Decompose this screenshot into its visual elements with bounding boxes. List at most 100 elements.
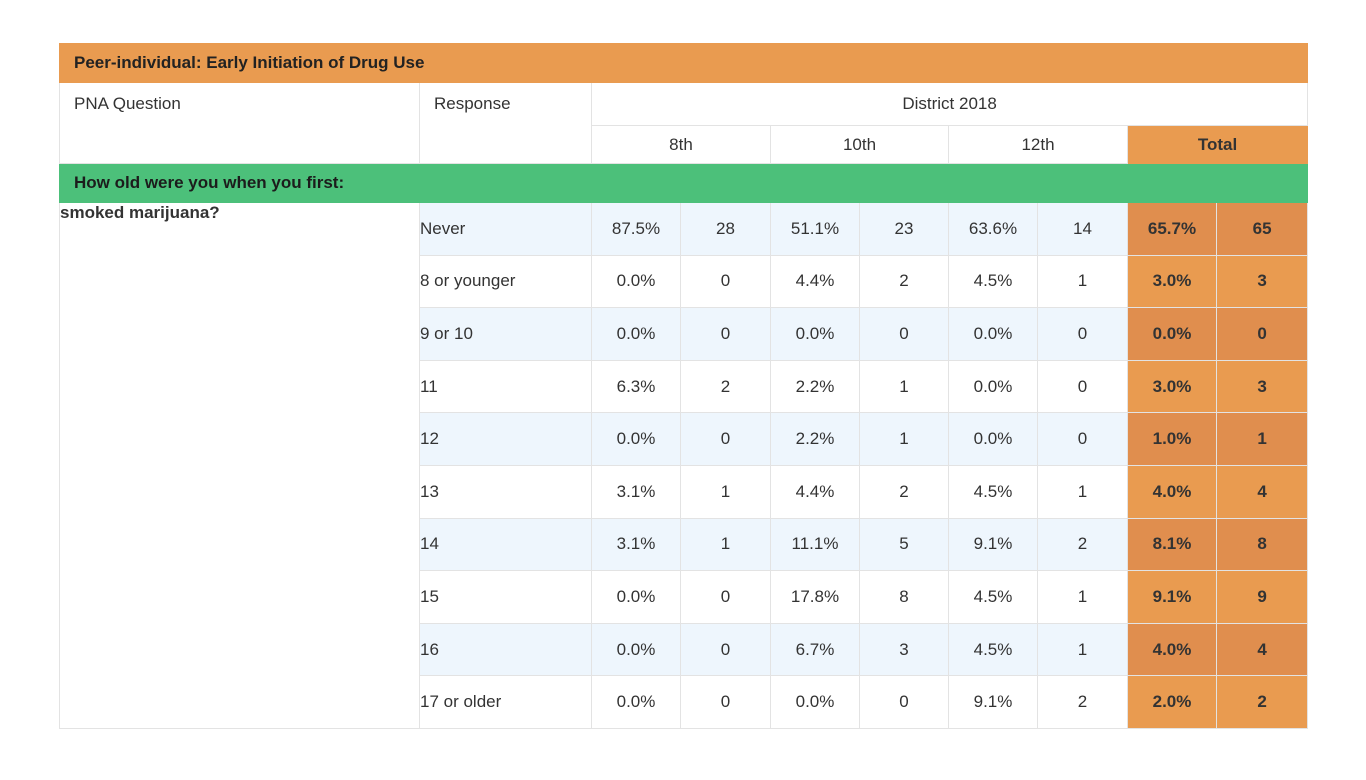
grade-g10-pct-cell: 4.4% <box>770 464 860 519</box>
header-grade-8th: 8th <box>591 125 771 164</box>
grade-g10-pct-cell: 11.1% <box>770 517 860 572</box>
grade-g10-n-cell: 5 <box>859 517 949 572</box>
header-total: Total <box>1126 125 1309 164</box>
grade-g8-pct-cell: 0.0% <box>591 254 681 309</box>
grade-g10-n-cell: 1 <box>859 359 949 414</box>
total-tot-pct-cell: 2.0% <box>1127 675 1217 729</box>
grade-g8-pct-cell: 0.0% <box>591 412 681 466</box>
header-district: District 2018 <box>590 82 1309 126</box>
grade-g12-n-cell: 1 <box>1037 254 1128 309</box>
grade-g10-pct-cell: 6.7% <box>770 622 860 677</box>
grade-g12-n-cell: 1 <box>1037 570 1128 624</box>
grade-g8-n-cell: 1 <box>680 517 771 572</box>
total-tot-n-cell: 4 <box>1215 464 1309 519</box>
grade-g12-pct-cell: 63.6% <box>948 202 1038 256</box>
grade-g12-pct-cell: 4.5% <box>948 464 1038 519</box>
grade-g12-pct-cell: 0.0% <box>948 359 1038 414</box>
grade-g10-pct-cell: 51.1% <box>770 202 860 256</box>
grade-g12-pct-cell: 4.5% <box>948 570 1038 624</box>
grade-g12-pct-cell: 9.1% <box>948 675 1038 729</box>
table-row: 8 or younger 0.0% 0 4.4% 2 4.5% 1 3.0% 3 <box>60 254 1309 309</box>
grade-g12-n-cell: 0 <box>1037 307 1128 361</box>
total-tot-n-cell: 8 <box>1215 517 1309 572</box>
grade-g8-pct-cell: 0.0% <box>591 570 681 624</box>
total-tot-pct-cell: 1.0% <box>1127 412 1217 466</box>
grade-g8-n-cell: 2 <box>680 359 771 414</box>
total-tot-pct-cell: 3.0% <box>1127 359 1217 414</box>
total-tot-pct-cell: 3.0% <box>1127 254 1217 309</box>
total-tot-n-cell: 9 <box>1215 570 1309 624</box>
response-cell: 9 or 10 <box>419 307 592 361</box>
grade-g12-pct-cell: 0.0% <box>948 412 1038 466</box>
grade-g8-n-cell: 0 <box>680 412 771 466</box>
grade-g10-n-cell: 1 <box>859 412 949 466</box>
grade-g12-n-cell: 2 <box>1037 675 1128 729</box>
header-pna-question: PNA Question <box>59 82 420 164</box>
grade-g8-pct-cell: 6.3% <box>591 359 681 414</box>
grade-g10-n-cell: 8 <box>859 570 949 624</box>
question-text: smoked marijuana? <box>59 202 420 729</box>
response-cell: 13 <box>419 464 592 519</box>
grade-g12-n-cell: 14 <box>1037 202 1128 256</box>
total-tot-n-cell: 0 <box>1215 307 1309 361</box>
header-row-1: PNA Question Response District 2018 <box>59 82 1309 164</box>
total-tot-n-cell: 65 <box>1215 202 1309 256</box>
header-grade-12th: 12th <box>948 125 1128 164</box>
grade-g12-pct-cell: 4.5% <box>948 622 1038 677</box>
response-cell: 8 or younger <box>419 254 592 309</box>
grade-g8-pct-cell: 0.0% <box>591 622 681 677</box>
grade-g10-pct-cell: 4.4% <box>770 254 860 309</box>
grade-g8-n-cell: 0 <box>680 307 771 361</box>
survey-table: Peer-individual: Early Initiation of Dru… <box>58 43 1309 729</box>
header-grade-10th: 10th <box>770 125 949 164</box>
grade-g12-n-cell: 2 <box>1037 517 1128 572</box>
table-row: 11 6.3% 2 2.2% 1 0.0% 0 3.0% 3 <box>60 359 1309 414</box>
total-tot-pct-cell: 4.0% <box>1127 622 1217 677</box>
grade-g8-pct-cell: 0.0% <box>591 675 681 729</box>
total-tot-n-cell: 3 <box>1215 359 1309 414</box>
grade-g8-n-cell: 0 <box>680 675 771 729</box>
table-row: 14 3.1% 1 11.1% 5 9.1% 2 8.1% 8 <box>60 517 1309 572</box>
grade-g12-pct-cell: 4.5% <box>948 254 1038 309</box>
table-title: Peer-individual: Early Initiation of Dru… <box>58 43 1309 83</box>
grade-g10-n-cell: 0 <box>859 675 949 729</box>
grade-g10-pct-cell: 0.0% <box>770 675 860 729</box>
grade-g8-pct-cell: 3.1% <box>591 517 681 572</box>
grade-g12-n-cell: 1 <box>1037 464 1128 519</box>
grade-g8-n-cell: 0 <box>680 570 771 624</box>
total-tot-pct-cell: 0.0% <box>1127 307 1217 361</box>
total-tot-pct-cell: 8.1% <box>1127 517 1217 572</box>
table-row: 17 or older 0.0% 0 0.0% 0 9.1% 2 2.0% 2 <box>60 675 1309 729</box>
table-row: smoked marijuana? Never 87.5% 28 51.1% 23 63.6… <box>59 202 1309 729</box>
header-response: Response <box>419 82 592 164</box>
grade-g12-n-cell: 0 <box>1037 412 1128 466</box>
grade-g8-pct-cell: 3.1% <box>591 464 681 519</box>
grade-g10-pct-cell: 2.2% <box>770 359 860 414</box>
grade-g10-pct-cell: 2.2% <box>770 412 860 466</box>
response-cell: 12 <box>419 412 592 466</box>
response-cell: 15 <box>419 570 592 624</box>
grade-g10-n-cell: 23 <box>859 202 949 256</box>
grade-g8-pct-cell: 87.5% <box>591 202 681 256</box>
grade-g12-n-cell: 1 <box>1037 622 1128 677</box>
grade-g8-pct-cell: 0.0% <box>591 307 681 361</box>
grade-g10-n-cell: 2 <box>859 254 949 309</box>
grade-g12-pct-cell: 9.1% <box>948 517 1038 572</box>
table-title-row: Peer-individual: Early Initiation of Dru… <box>58 43 1309 83</box>
response-cell: Never <box>419 202 592 256</box>
response-cell: 16 <box>419 622 592 677</box>
table-row: 16 0.0% 0 6.7% 3 4.5% 1 4.0% 4 <box>60 622 1309 677</box>
table-row: 9 or 10 0.0% 0 0.0% 0 0.0% 0 0.0% 0 <box>60 307 1309 361</box>
total-tot-pct-cell: 4.0% <box>1127 464 1217 519</box>
table-row: 15 0.0% 0 17.8% 8 4.5% 1 9.1% 9 <box>60 570 1309 624</box>
table-row: 12 0.0% 0 2.2% 1 0.0% 0 1.0% 1 <box>60 412 1309 466</box>
grade-g8-n-cell: 0 <box>680 254 771 309</box>
response-cell: 11 <box>419 359 592 414</box>
grade-g10-n-cell: 3 <box>859 622 949 677</box>
section-label: How old were you when you first: <box>58 163 1309 203</box>
grade-g12-pct-cell: 0.0% <box>948 307 1038 361</box>
total-tot-pct-cell: 65.7% <box>1127 202 1217 256</box>
grade-g8-n-cell: 28 <box>680 202 771 256</box>
grade-g8-n-cell: 1 <box>680 464 771 519</box>
table-row: 13 3.1% 1 4.4% 2 4.5% 1 4.0% 4 <box>60 464 1309 519</box>
